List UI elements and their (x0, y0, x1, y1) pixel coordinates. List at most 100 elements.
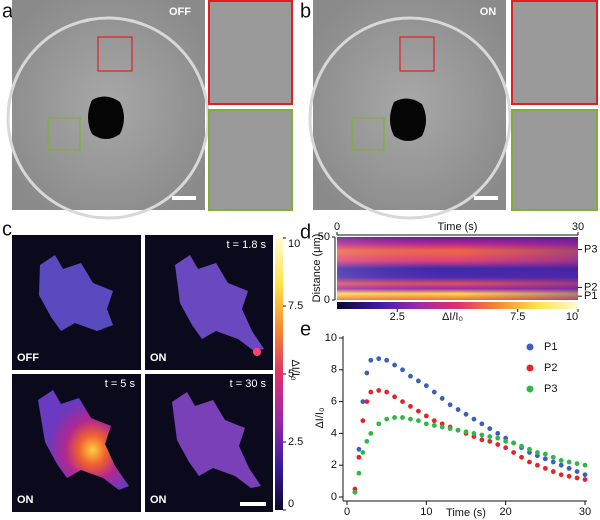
tick-label: 7.5 (510, 311, 525, 323)
data-point (392, 415, 397, 420)
data-point (408, 403, 413, 409)
data-point (416, 418, 421, 424)
data-point (423, 383, 429, 389)
annotation: P3 (584, 244, 597, 256)
data-point (400, 415, 405, 420)
legend-marker (526, 343, 534, 351)
data-point (566, 473, 572, 479)
data-point (519, 443, 524, 449)
data-point (535, 462, 540, 468)
data-point (360, 399, 366, 404)
data-point (439, 396, 445, 401)
data-point (392, 394, 397, 400)
data-point (447, 402, 453, 408)
data-point (384, 357, 390, 363)
data-point (376, 388, 382, 393)
y-tick-label: 50 (318, 231, 330, 243)
data-point (431, 389, 437, 395)
x-tick-label: 30 (572, 221, 584, 233)
panel-label: c (2, 218, 12, 240)
data-point (431, 423, 437, 428)
tick-label: 2.5 (288, 436, 303, 448)
x-tick-label: 0 (334, 221, 340, 233)
tick-label: 10 (566, 311, 578, 323)
colorbar (275, 238, 283, 510)
heatmap-image (337, 237, 578, 300)
y-tick-label: 0 (331, 491, 337, 503)
data-point (574, 475, 580, 481)
data-point (439, 424, 445, 430)
tick-label: 0 (288, 498, 294, 510)
data-point (471, 416, 477, 422)
tick-label: 7.5 (288, 300, 303, 312)
fluorescence-images (12, 235, 273, 512)
data-point (463, 411, 469, 417)
data-point (527, 446, 532, 452)
data-point (495, 431, 501, 436)
panel-label: b (300, 0, 311, 22)
state-label: ON (150, 352, 167, 364)
colorbar (337, 302, 578, 309)
annotation: P1 (584, 290, 597, 302)
data-point (368, 357, 374, 363)
data-point (582, 462, 588, 468)
y-axis-label: ΔI/I₀ (314, 407, 326, 428)
y-axis-label: Distance (μm) (311, 234, 323, 303)
data-point (384, 389, 390, 395)
colorbar-label: ΔI/I₀ (442, 311, 463, 323)
data-point (360, 450, 366, 455)
state-label: ON (150, 494, 167, 506)
data-point (416, 378, 421, 384)
data-point (487, 438, 493, 444)
x-tick-label: 10 (420, 506, 432, 518)
time-label: t = 5 s (105, 378, 136, 390)
legend-marker (526, 385, 534, 393)
x-axis-label: Time (s) (438, 221, 478, 233)
data-point (566, 465, 572, 471)
data-point (423, 413, 429, 419)
data-point (582, 472, 588, 478)
state-label: ON (480, 6, 497, 18)
data-point (376, 421, 382, 427)
data-point (574, 469, 580, 474)
data-point (550, 454, 556, 460)
y-tick-label: 8 (331, 364, 337, 376)
micrograph (308, 0, 598, 220)
data-point (416, 408, 421, 414)
data-point (360, 418, 366, 424)
data-point (356, 470, 362, 476)
legend-label: P2 (544, 362, 557, 374)
y-tick-label: 10 (325, 332, 337, 344)
data-point (376, 356, 382, 362)
data-point (487, 434, 493, 439)
data-point (352, 489, 358, 495)
data-point (364, 399, 370, 404)
data-point (447, 426, 453, 432)
data-point (368, 389, 374, 395)
tick-label: 10 (288, 238, 300, 250)
data-point (400, 367, 405, 373)
data-point (582, 477, 588, 482)
data-point (542, 451, 548, 457)
panel-label: a (2, 0, 14, 22)
data-point (566, 459, 572, 465)
data-point (495, 435, 501, 441)
data-point (503, 438, 509, 444)
y-tick-label: 4 (331, 427, 337, 439)
data-point (463, 429, 469, 435)
data-point (384, 416, 390, 422)
legend-label: P1 (544, 341, 557, 353)
legend-marker (526, 364, 534, 372)
data-point (542, 456, 548, 462)
data-point (535, 450, 540, 455)
data-point (368, 431, 374, 436)
data-point (487, 426, 493, 432)
x-axis-label: Time (s) (446, 507, 486, 519)
data-point (574, 461, 580, 467)
tick-label: 2.5 (390, 311, 405, 323)
state-label: ON (17, 494, 34, 506)
data-point (356, 446, 362, 452)
data-point (471, 431, 477, 436)
data-point (519, 454, 524, 460)
